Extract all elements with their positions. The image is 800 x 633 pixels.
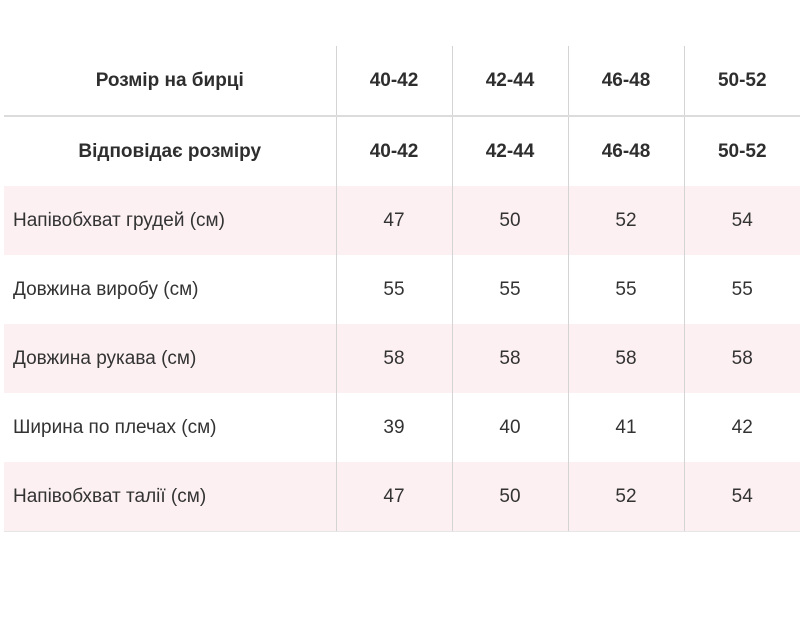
table-cell: 52 (567, 462, 684, 532)
header-row-tag-size: Розмір на бирці 40-42 42-44 46-48 50-52 (4, 46, 800, 117)
table-cell: 47 (335, 186, 452, 255)
table-cell: 52 (567, 186, 684, 255)
header-cell: 46-48 (567, 116, 684, 186)
table-row: Довжина рукава (см) 58 58 58 58 (4, 324, 800, 393)
row-label: Довжина рукава (см) (4, 324, 336, 393)
table-row: Ширина по плечах (см) 39 40 41 42 (4, 393, 800, 462)
table-cell: 58 (451, 324, 568, 393)
header-cell: 46-48 (567, 46, 684, 117)
table-cell: 50 (451, 462, 568, 532)
row-label: Довжина виробу (см) (4, 255, 336, 324)
table-cell: 41 (567, 393, 684, 462)
table-cell: 42 (683, 393, 800, 462)
row-label: Напівобхват талії (см) (4, 462, 336, 532)
header-cell: 42-44 (451, 116, 568, 186)
table-cell: 40 (451, 393, 568, 462)
table-cell: 39 (335, 393, 452, 462)
row-label: Ширина по плечах (см) (4, 393, 336, 462)
row-label: Напівобхват грудей (см) (4, 186, 336, 255)
header-label: Відповідає розміру (78, 140, 262, 162)
header-cell: 50-52 (683, 116, 800, 186)
header-cell: 50-52 (683, 46, 800, 117)
table-row: Напівобхват грудей (см) 47 50 52 54 (4, 186, 800, 255)
size-table: Розмір на бирці 40-42 42-44 46-48 50-52 … (4, 46, 800, 532)
header-cell: 42-44 (451, 46, 568, 117)
table-cell: 47 (335, 462, 452, 532)
table-cell: 50 (451, 186, 568, 255)
table-row: Довжина виробу (см) 55 55 55 55 (4, 255, 800, 324)
header-cell: 40-42 (335, 46, 452, 117)
table-row: Напівобхват талії (см) 47 50 52 54 (4, 462, 800, 532)
table-cell: 58 (335, 324, 452, 393)
table-cell: 54 (683, 462, 800, 532)
table-cell: 58 (683, 324, 800, 393)
header-cell: 40-42 (335, 116, 452, 186)
table-cell: 58 (567, 324, 684, 393)
table-cell: 55 (683, 255, 800, 324)
table-cell: 55 (335, 255, 452, 324)
table-cell: 55 (451, 255, 568, 324)
table-cell: 54 (683, 186, 800, 255)
header-row-corresponds: Відповідає розміру 40-42 42-44 46-48 50-… (4, 116, 800, 186)
table-cell: 55 (567, 255, 684, 324)
header-label: Розмір на бирці (4, 46, 336, 117)
